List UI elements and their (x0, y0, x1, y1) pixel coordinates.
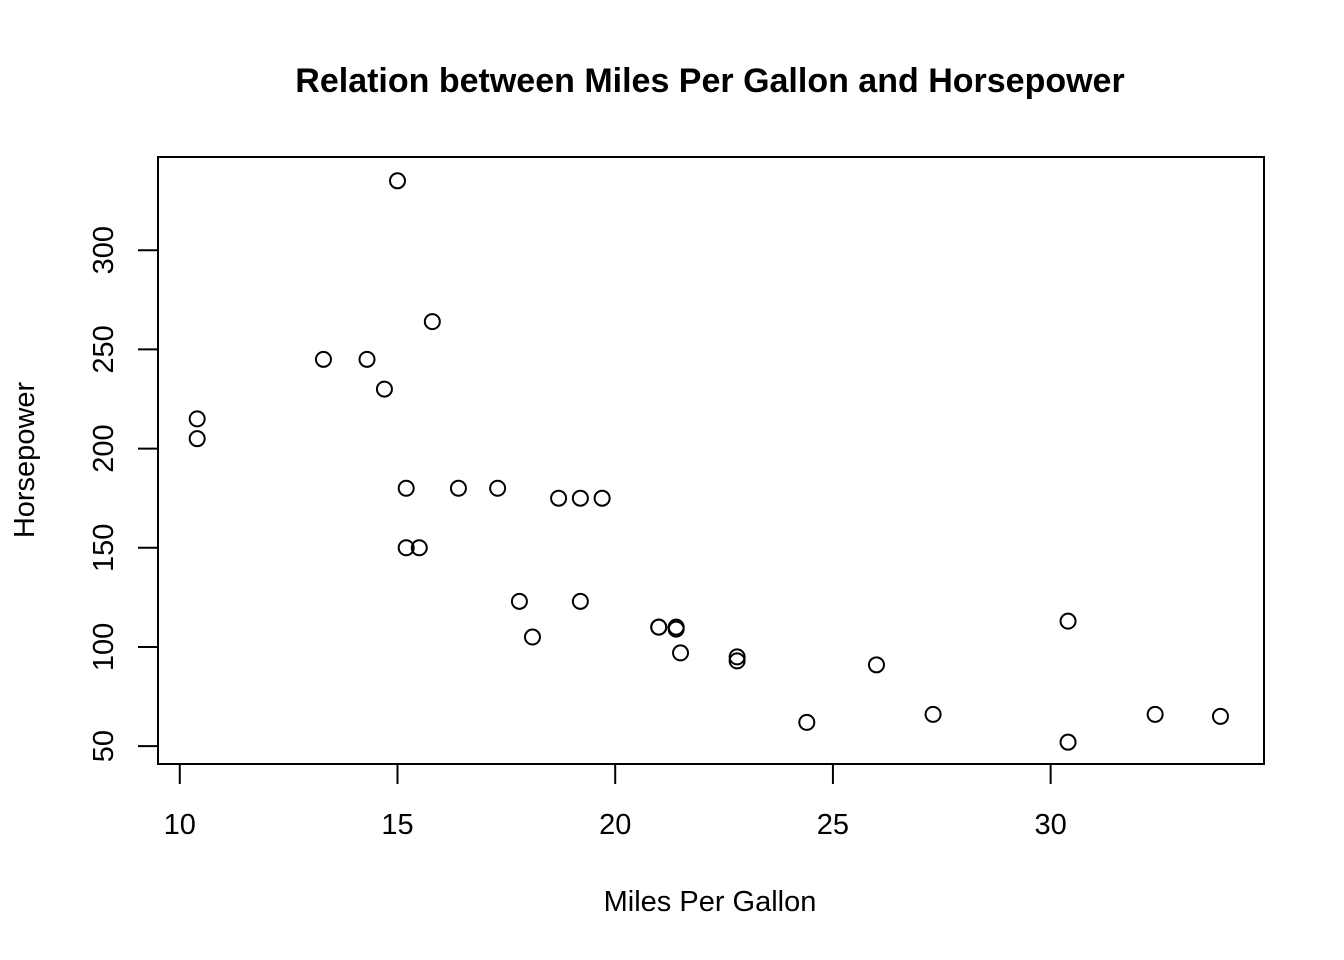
data-point (667, 620, 685, 638)
x-tick-label: 25 (817, 809, 849, 841)
y-tick-label: 250 (88, 325, 120, 373)
data-point (728, 648, 746, 666)
data-point (188, 410, 206, 428)
data-point (672, 644, 690, 662)
data-point (571, 489, 589, 507)
data-point (1146, 705, 1164, 723)
data-point (358, 350, 376, 368)
data-points (188, 172, 1229, 751)
data-point (867, 656, 885, 674)
x-axis: 10 15 20 25 30 (164, 763, 1067, 841)
data-point (314, 350, 332, 368)
data-point (593, 489, 611, 507)
x-tick-label: 10 (164, 809, 196, 841)
data-point (1211, 707, 1229, 725)
plot-frame (157, 156, 1265, 765)
y-axis: 50 100 150 200 250 300 (88, 226, 159, 762)
data-point (523, 628, 541, 646)
data-point (388, 172, 406, 190)
data-point (550, 489, 568, 507)
data-point (423, 313, 441, 331)
data-point (1059, 733, 1077, 751)
data-point (449, 479, 467, 497)
data-point (397, 479, 415, 497)
data-point (489, 479, 507, 497)
data-point (650, 618, 668, 636)
x-tick-label: 15 (381, 809, 413, 841)
chart-title: Relation between Miles Per Gallon and Ho… (295, 62, 1124, 100)
data-point (924, 705, 942, 723)
y-tick-label: 100 (88, 623, 120, 671)
y-axis-label: Horsepower (9, 381, 41, 538)
x-tick-label: 30 (1035, 809, 1067, 841)
y-tick-label: 200 (88, 424, 120, 472)
y-tick-label: 300 (88, 226, 120, 274)
x-tick-label: 20 (599, 809, 631, 841)
data-point (798, 713, 816, 731)
data-point (188, 430, 206, 448)
y-tick-label: 150 (88, 524, 120, 572)
x-axis-label: Miles Per Gallon (604, 886, 817, 918)
data-point (397, 539, 415, 557)
data-point (375, 380, 393, 398)
y-tick-label: 50 (88, 730, 120, 762)
data-point (510, 592, 528, 610)
data-point (410, 539, 428, 557)
data-point (1059, 612, 1077, 630)
data-point (571, 592, 589, 610)
